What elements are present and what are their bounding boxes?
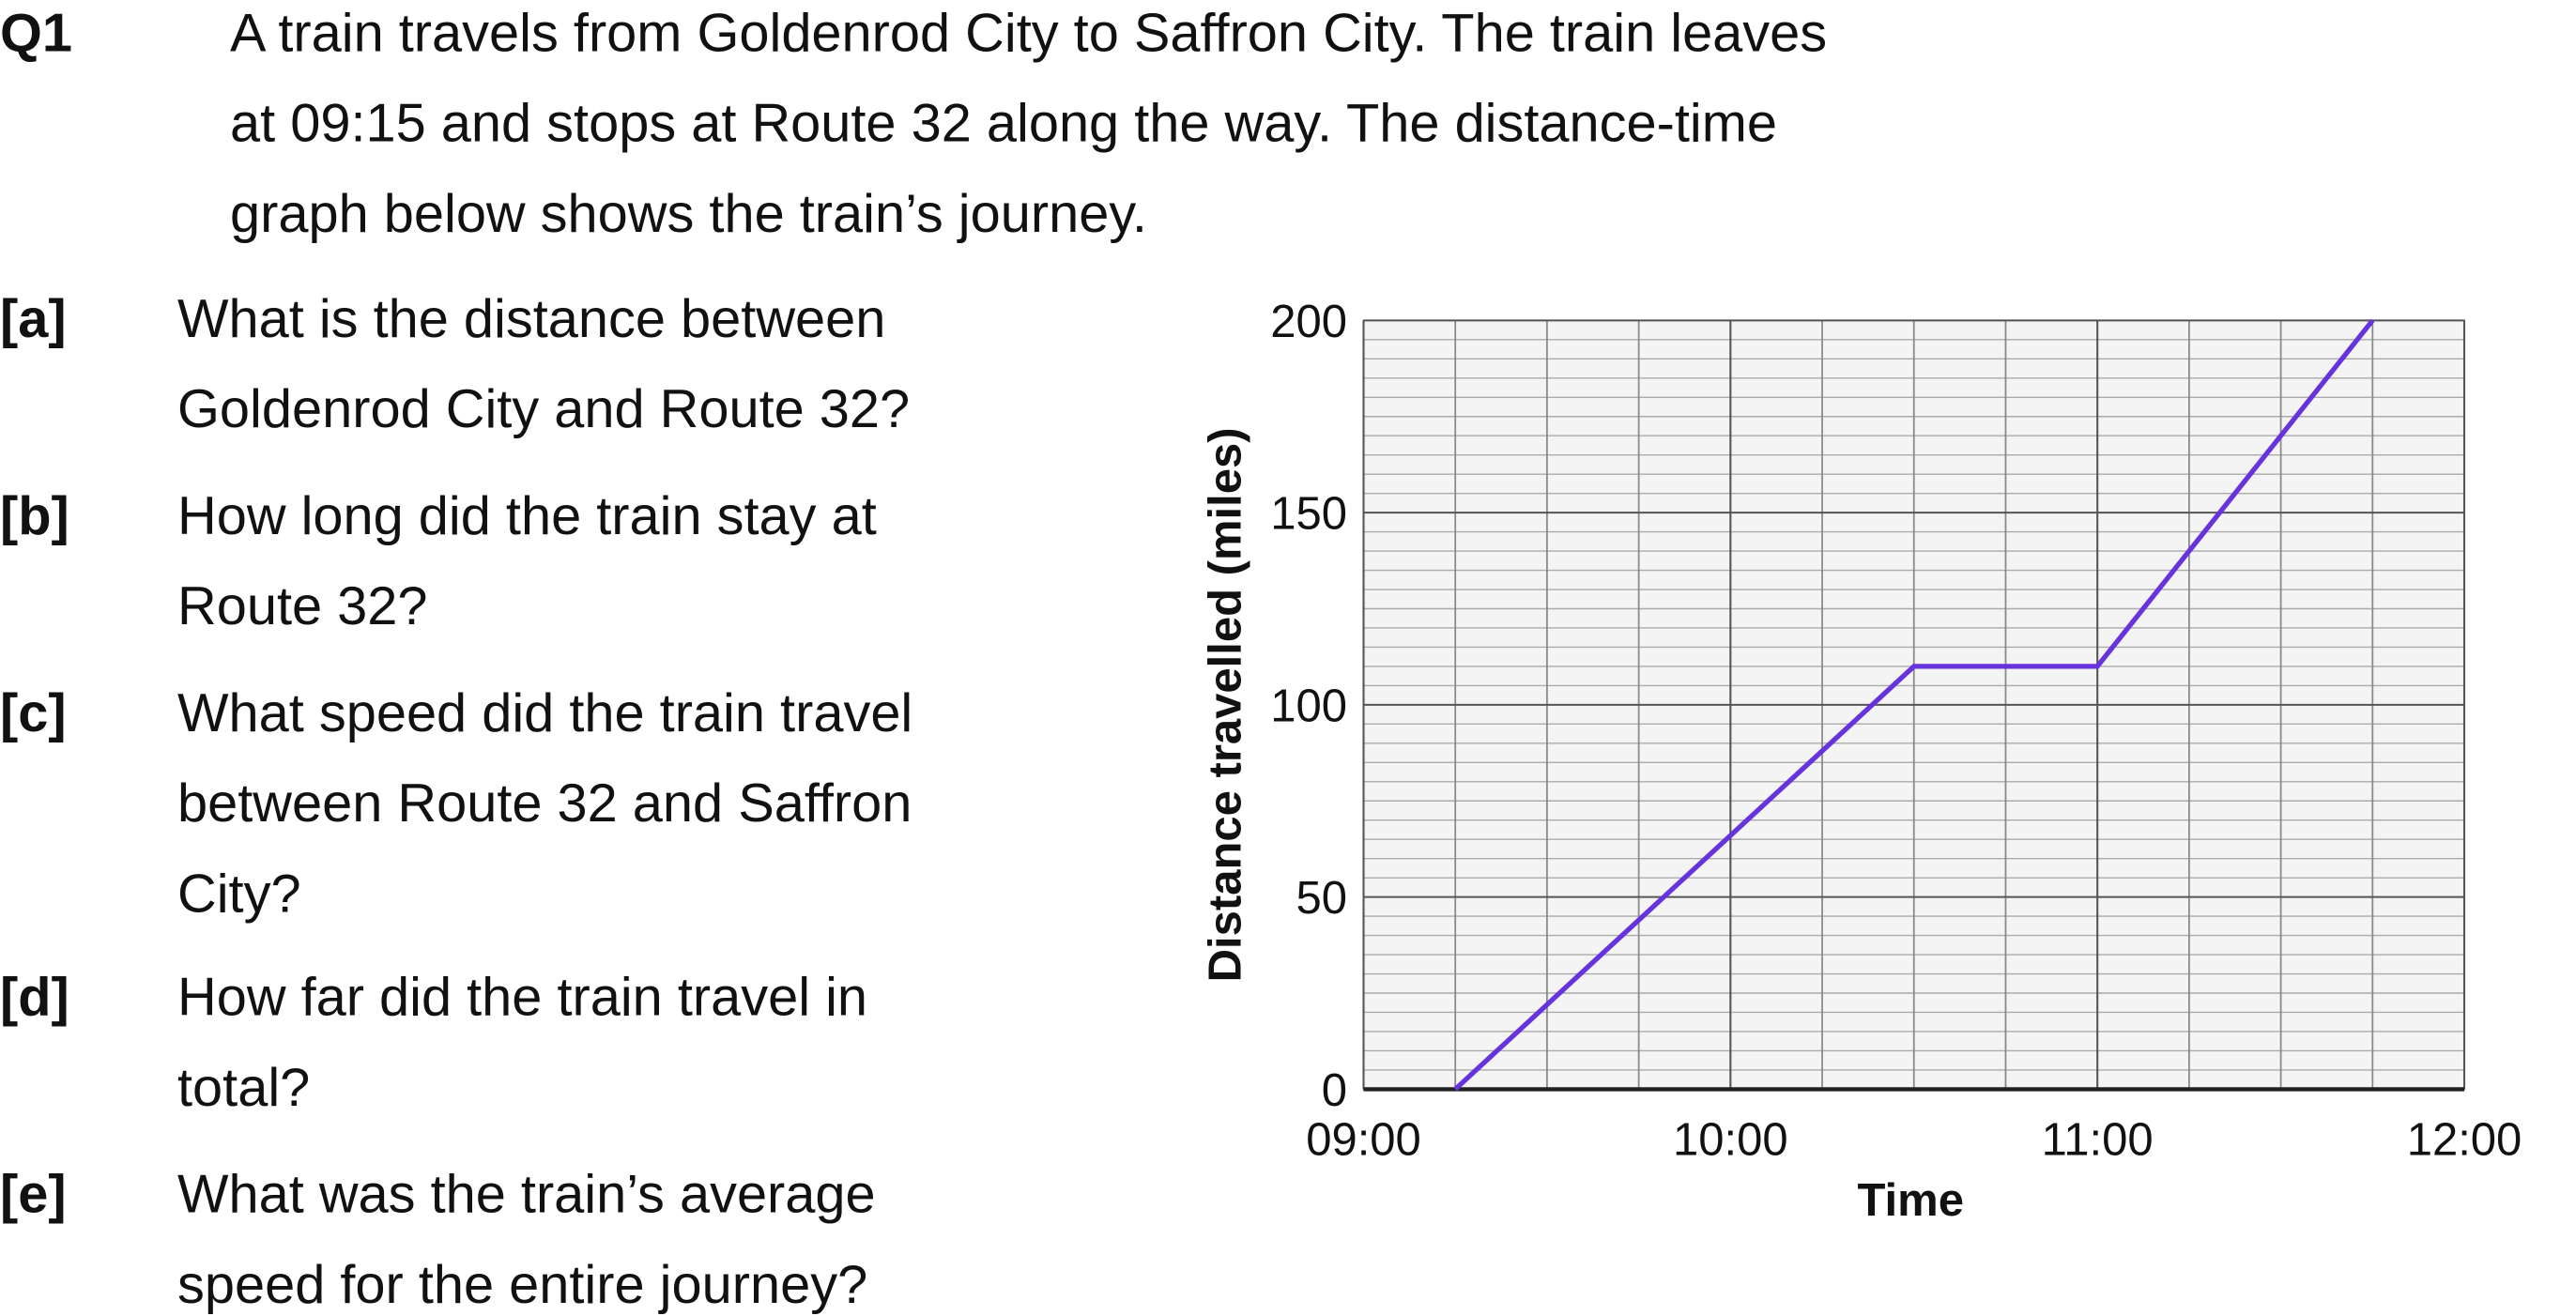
x-tick-label: 10:00 xyxy=(1673,1114,1788,1165)
part-line: How far did the train travel in xyxy=(177,968,867,1028)
x-tick-label: 12:00 xyxy=(2407,1114,2522,1165)
part-line: What speed did the train travel xyxy=(177,683,912,743)
x-tick-label: 09:00 xyxy=(1306,1114,1421,1165)
part-label: [a] xyxy=(0,289,67,349)
part-line: Goldenrod City and Route 32? xyxy=(177,379,910,439)
part-line: speed for the entire journey? xyxy=(177,1255,867,1315)
part-line: between Route 32 and Saffron xyxy=(177,773,912,834)
y-tick-label: 150 xyxy=(1270,489,1347,540)
y-tick-label: 100 xyxy=(1270,681,1347,731)
part-line: How long did the train stay at xyxy=(177,486,877,546)
question-line: graph below shows the train’s journey. xyxy=(230,184,1147,244)
part-line: What is the distance between xyxy=(177,289,885,349)
part-label: [c] xyxy=(0,683,67,743)
y-tick-label: 200 xyxy=(1270,297,1347,347)
data-line xyxy=(1453,318,2375,1092)
part-line: total? xyxy=(177,1058,310,1118)
question-number: Q1 xyxy=(0,3,72,63)
y-axis-title: Distance travelled (miles) xyxy=(1200,427,1250,982)
x-tick-label: 11:00 xyxy=(2042,1114,2154,1165)
part-line: Route 32? xyxy=(177,576,428,636)
y-tick-label: 0 xyxy=(1322,1065,1347,1116)
part-label: [d] xyxy=(0,968,69,1028)
part-line: What was the train’s average xyxy=(177,1165,876,1225)
y-tick-label: 50 xyxy=(1296,873,1347,924)
part-line: City? xyxy=(177,864,301,924)
part-label: [e] xyxy=(0,1165,67,1225)
part-label: [b] xyxy=(0,486,69,546)
question-line: A train travels from Goldenrod City to S… xyxy=(230,3,1827,63)
x-axis-title: Time xyxy=(1858,1175,1964,1226)
question-line: at 09:15 and stops at Route 32 along the… xyxy=(230,94,1777,154)
